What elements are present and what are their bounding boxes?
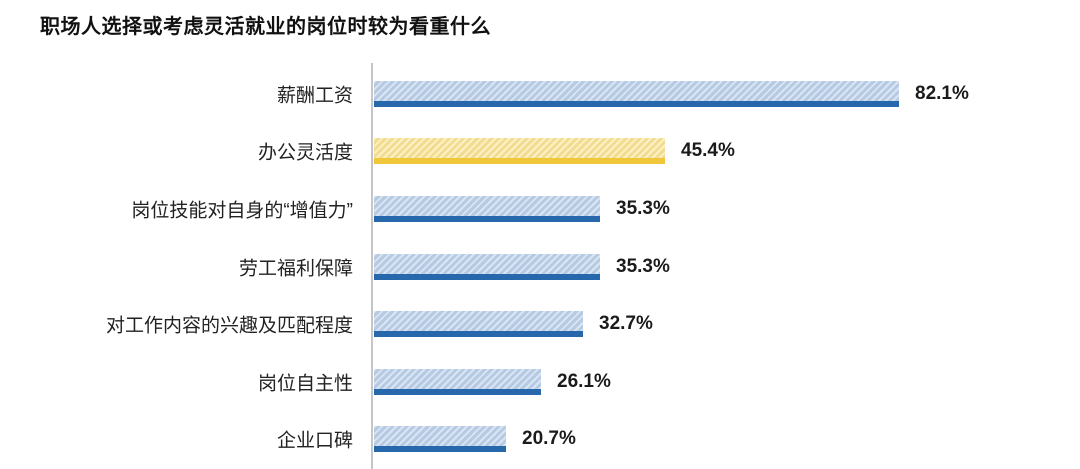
bar-row: 岗位技能对自身的“增值力” 35.3% bbox=[0, 180, 1080, 238]
value-label: 20.7% bbox=[522, 428, 576, 450]
bar bbox=[374, 368, 541, 395]
bar bbox=[374, 426, 506, 453]
bar-row: 对工作内容的兴趣及匹配程度 32.7% bbox=[0, 295, 1080, 353]
bar bbox=[374, 253, 600, 280]
bar-texture bbox=[374, 368, 541, 389]
category-label: 企业口碑 bbox=[276, 430, 353, 452]
value-label: 35.3% bbox=[616, 197, 670, 219]
bar-texture bbox=[374, 311, 583, 332]
value-label: 26.1% bbox=[557, 370, 611, 392]
bar-rows: 薪酬工资 82.1% 办公灵活度 45.4% 岗位技能对自身的“增值力” 35.3% 劳工福… bbox=[0, 65, 1080, 468]
category-label: 薪酬工资 bbox=[276, 85, 353, 107]
bar-texture bbox=[374, 195, 600, 216]
bar-row: 劳工福利保障 35.3% bbox=[0, 238, 1080, 296]
bar-row: 岗位自主性 26.1% bbox=[0, 353, 1080, 411]
bar bbox=[374, 80, 899, 107]
bar bbox=[374, 195, 600, 222]
bar-texture bbox=[374, 253, 600, 274]
value-label: 35.3% bbox=[616, 255, 670, 277]
plot-area: 薪酬工资 82.1% 办公灵活度 45.4% 岗位技能对自身的“增值力” 35.3% 劳工福… bbox=[0, 63, 1080, 469]
value-label: 32.7% bbox=[599, 313, 653, 335]
value-label: 45.4% bbox=[681, 140, 735, 162]
bar bbox=[374, 311, 583, 338]
y-axis-line bbox=[371, 63, 373, 469]
bar-texture bbox=[374, 426, 506, 447]
category-label: 办公灵活度 bbox=[257, 142, 353, 164]
bar-texture bbox=[374, 80, 899, 101]
bar-row: 企业口碑 20.7% bbox=[0, 411, 1080, 469]
category-label: 岗位技能对自身的“增值力” bbox=[131, 200, 353, 222]
bar-row: 办公灵活度 45.4% bbox=[0, 123, 1080, 181]
category-label: 岗位自主性 bbox=[257, 373, 353, 395]
value-label: 82.1% bbox=[915, 82, 969, 104]
category-label: 对工作内容的兴趣及匹配程度 bbox=[105, 315, 353, 337]
bar-highlighted bbox=[374, 138, 665, 165]
category-label: 劳工福利保障 bbox=[238, 258, 353, 280]
bar-texture bbox=[374, 138, 665, 159]
chart-title: 职场人选择或考虑灵活就业的岗位时较为看重什么 bbox=[40, 16, 491, 38]
bar-row: 薪酬工资 82.1% bbox=[0, 65, 1080, 123]
